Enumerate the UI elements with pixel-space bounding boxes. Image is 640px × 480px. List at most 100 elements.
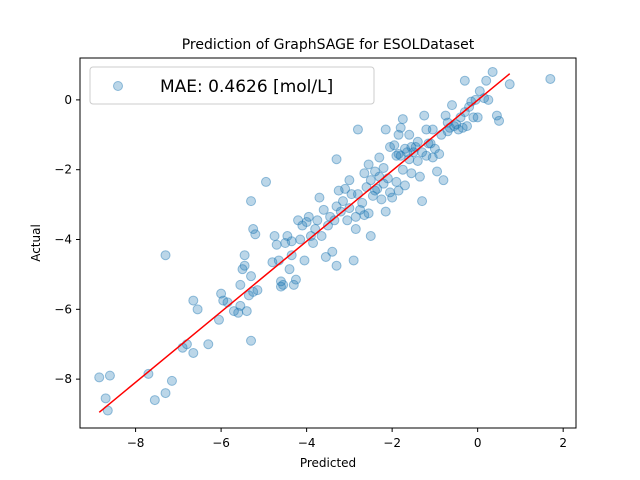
y-axis-label: Actual [29,224,43,262]
data-point [385,142,395,153]
data-point [393,129,404,140]
data-point [461,121,472,132]
data-point [246,271,257,282]
data-point [378,162,389,173]
data-point [235,300,246,311]
data-point [414,171,425,182]
legend-box [89,66,375,105]
x-tick-label: −4 [298,436,316,450]
data-point [271,239,282,250]
data-point [421,150,432,161]
data-point [440,110,451,121]
data-point [494,115,505,126]
data-point [344,203,355,214]
y-tick-label: −2 [54,163,72,177]
data-point [359,168,370,179]
chart-title: Prediction of GraphSAGE for ESOLDataset [182,37,475,53]
data-point [331,154,342,165]
data-point [459,75,470,86]
data-point [143,368,154,379]
data-point [216,288,227,299]
data-point [545,73,556,84]
data-point [284,264,295,275]
data-point [372,183,383,194]
data-point [222,297,233,308]
data-point [393,185,404,196]
data-point [269,231,280,242]
data-point [192,304,203,315]
x-axis-ticks: −8 −6 −4 −2 0 2 [127,428,567,450]
data-point [419,110,430,121]
data-point [370,166,381,177]
x-tick-label: −2 [383,436,401,450]
data-point [246,335,257,346]
data-point [188,347,199,358]
data-point [233,307,244,318]
data-point [282,231,293,242]
data-point [305,231,316,242]
data-point [365,175,376,186]
data-point [376,194,387,205]
data-point [323,220,333,231]
data-point [235,279,246,290]
data-point [365,231,376,242]
x-axis-label: Predicted [300,456,356,470]
data-point [346,189,357,200]
data-point [331,260,342,271]
data-point [378,178,389,189]
data-point [239,250,250,261]
data-point [228,306,239,317]
x-tick-label: 0 [474,436,482,450]
data-point [301,217,312,228]
data-point [382,173,393,184]
data-point [487,66,498,77]
data-point [314,192,325,203]
data-point [447,100,457,111]
data-point [395,122,406,133]
data-point [348,255,359,266]
data-point [404,129,415,140]
data-point [389,140,400,151]
data-point [380,206,391,217]
data-point [483,94,494,105]
data-point [357,197,368,208]
data-point [344,175,355,186]
data-point [391,150,402,161]
legend-label: MAE: 0.4626 [mol/L] [160,77,333,97]
data-point [380,124,391,135]
data-point [438,175,449,186]
data-point [278,279,289,290]
data-point [246,196,257,207]
data-point [470,94,481,105]
data-point [342,215,353,226]
data-point [468,112,479,123]
data-point [286,250,297,261]
data-point [427,152,438,163]
data-point [350,211,361,222]
data-point [442,117,453,128]
data-point [261,176,271,187]
data-point [352,124,363,135]
data-point [329,215,340,226]
data-point [449,121,460,132]
data-point [397,114,408,125]
y-tick-label: 0 [64,93,72,107]
data-point [275,276,286,287]
data-point [316,231,327,242]
data-point [239,260,250,271]
data-point [312,215,323,226]
data-point [417,147,428,158]
scatter-points [94,66,556,416]
data-point [421,124,432,135]
data-point [267,257,278,268]
data-point [397,164,408,175]
data-point [320,251,331,262]
data-point [149,395,160,406]
data-point [402,147,413,158]
data-point [327,246,338,257]
data-point [333,185,344,196]
y-tick-label: −8 [54,372,72,386]
fit-line [98,73,511,413]
x-tick-label: 2 [559,436,567,450]
data-point [248,286,259,297]
